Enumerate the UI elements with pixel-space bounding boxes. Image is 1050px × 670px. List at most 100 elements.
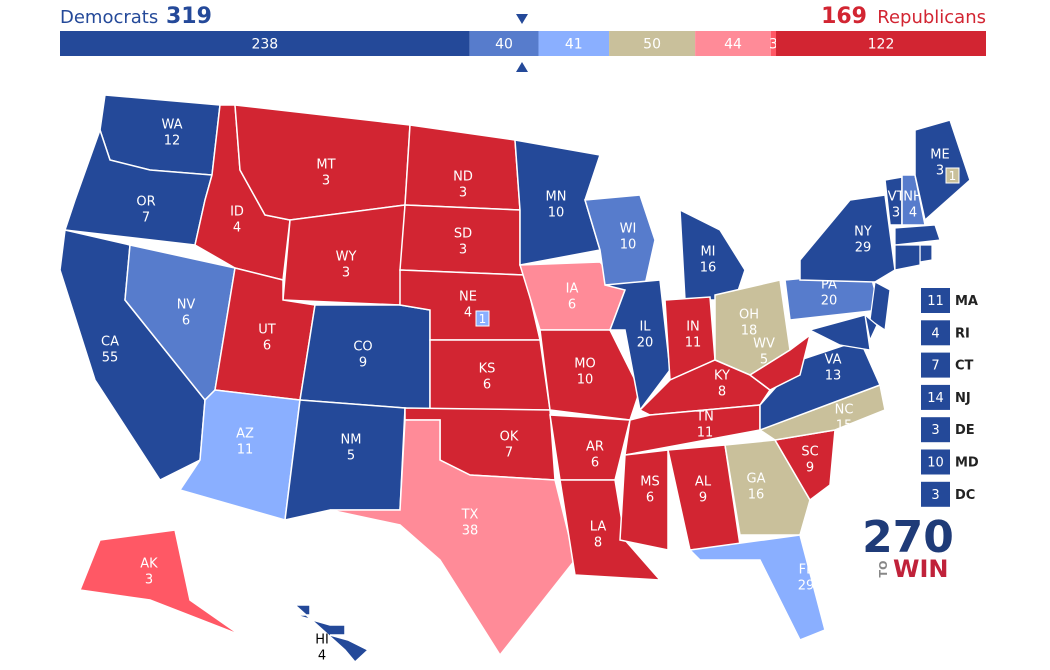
bar-segment-label: 50 [643,37,661,53]
state-votes: 20 [821,294,838,309]
state-votes: 3 [459,243,467,258]
bar-segment [469,31,539,56]
state-abbr: LA [590,520,607,535]
small-state-box [921,320,950,346]
state-abbr: ND [453,170,473,185]
bar-segment [538,31,610,56]
state-shape [808,314,871,351]
state-abbr: MN [546,190,567,205]
state-votes: 10 [548,206,565,221]
state-abbr: TX [461,508,479,523]
small-state-box [921,384,950,410]
state-votes: 5 [760,353,768,368]
dem-label: Democrats [60,7,158,28]
state-abbr: IL [639,320,651,335]
state-abbr: FL [799,563,814,578]
state-votes: 13 [825,369,842,384]
state-abbr: NM [341,433,362,448]
state-abbr: NY [854,225,872,240]
state-abbr: NE [459,290,477,305]
logo-number: 270 [862,512,954,563]
small-state-box [921,352,950,378]
rep-total: 169 [821,4,867,29]
bar-segment [609,31,696,56]
state-votes: 9 [699,491,707,506]
state-abbr: MO [574,357,595,372]
small-state-votes: 11 [927,294,944,309]
state-abbr: TN [695,410,714,425]
logo-win: WIN [893,555,949,583]
state-votes: 7 [505,446,513,461]
state-votes: 3 [145,573,153,588]
state-votes: 11 [237,443,254,458]
state-abbr: IN [686,320,700,335]
bar-segment-label: 44 [724,37,742,53]
state-votes: 15 [836,419,853,434]
state-shape [78,529,241,636]
state-shape [284,399,406,521]
state-abbr: OR [136,195,155,210]
state-votes: 4 [318,649,326,664]
state-abbr: WV [753,337,775,352]
small-state-abbr: NJ [955,391,971,406]
state-shape [799,194,896,283]
state-shape [919,244,933,263]
state-abbr: OH [739,308,759,323]
state-abbr: VT [888,190,905,205]
state-votes: 6 [646,491,654,506]
state-votes: 18 [741,324,758,339]
small-state-votes: 14 [927,391,944,406]
state-shape [679,208,746,301]
small-state-list: 11 MA 4 RI 7 CT 14 NJ 3 DE 10 MD 3 DC [921,288,979,507]
split-votes: 1 [479,312,487,326]
state-votes: 5 [347,449,355,464]
state-abbr: AZ [236,427,254,442]
state-abbr: HI [315,633,329,648]
state-votes: 16 [700,261,717,276]
state-abbr: GA [747,472,766,487]
state-votes: 6 [483,378,491,393]
state-votes: 3 [459,186,467,201]
state-abbr: AL [695,475,712,490]
state-votes: 3 [892,206,900,221]
state-votes: 10 [620,238,637,253]
state-abbr: MS [640,475,659,490]
state-abbr: NH [903,190,923,205]
state-votes: 11 [697,426,714,441]
state-shape [604,279,671,412]
state-votes: 3 [322,174,330,189]
bar-segment-label: 41 [565,37,583,53]
state-abbr: IA [566,282,579,297]
state-votes: 4 [909,206,917,221]
state-abbr: NC [835,403,854,418]
logo-to: TO [877,561,890,578]
small-state-abbr: DE [955,423,975,438]
bar-segment [776,31,986,56]
bar-segment-label: 40 [495,37,513,53]
state-abbr: WA [161,118,182,133]
state-abbr: OK [500,430,519,445]
state-shape [748,333,812,391]
small-state-votes: 4 [931,326,939,341]
bar-segment-label: 122 [868,37,895,53]
small-state-abbr: MD [955,456,979,471]
dem-total: 319 [166,4,212,29]
bar-segment [695,31,771,56]
small-state-abbr: MA [955,294,978,309]
state-votes: 9 [806,461,814,476]
state-abbr: VA [825,353,842,368]
state-abbr: WI [620,222,637,237]
state-votes: 16 [748,488,765,503]
state-abbr: NV [177,298,196,313]
state-votes: 12 [164,134,181,149]
state-votes: 6 [591,456,599,471]
small-state-abbr: CT [955,359,974,374]
state-votes: 3 [342,266,350,281]
state-abbr: AK [140,557,158,572]
state-abbr: CO [353,340,372,355]
state-votes: 29 [798,579,815,594]
state-votes: 8 [594,536,602,551]
state-abbr: AR [586,440,604,455]
state-shape [329,419,576,657]
